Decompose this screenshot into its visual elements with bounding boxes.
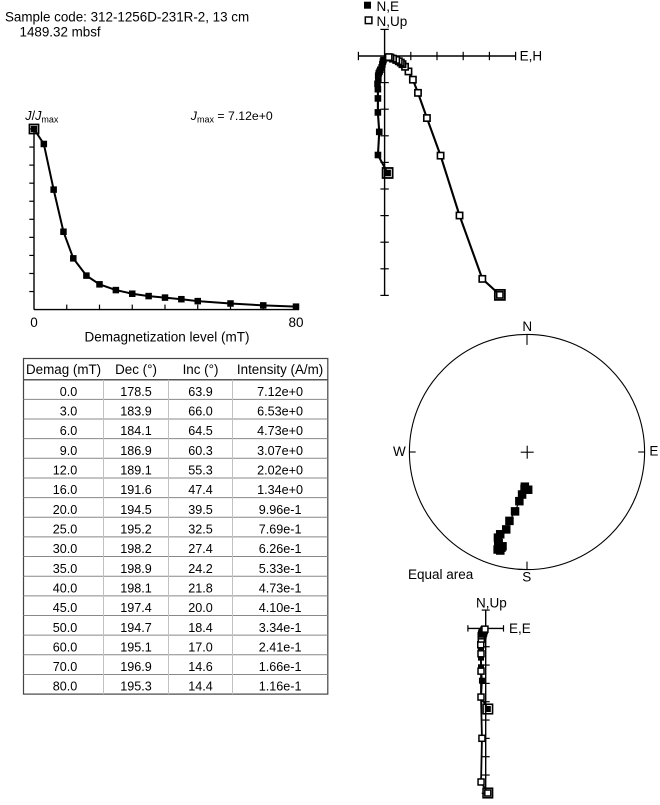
svg-text:64.5: 64.5: [188, 424, 213, 438]
svg-text:7.69e-1: 7.69e-1: [259, 523, 302, 537]
svg-text:12.0: 12.0: [53, 464, 78, 478]
svg-text:7.12e+0: 7.12e+0: [257, 385, 303, 399]
svg-text:Demagnetization level (mT): Demagnetization level (mT): [84, 330, 249, 345]
svg-text:198.9: 198.9: [120, 562, 152, 576]
svg-text:6.0: 6.0: [60, 424, 78, 438]
svg-text:0.0: 0.0: [60, 385, 78, 399]
svg-text:21.8: 21.8: [188, 581, 213, 595]
svg-text:E,H: E,H: [520, 49, 543, 64]
svg-text:3.07e+0: 3.07e+0: [257, 444, 303, 458]
svg-text:60.3: 60.3: [188, 444, 213, 458]
svg-text:66.0: 66.0: [188, 405, 213, 419]
svg-text:Inc (°): Inc (°): [183, 362, 219, 377]
svg-text:14.6: 14.6: [188, 660, 213, 674]
svg-text:5.33e-1: 5.33e-1: [259, 562, 302, 576]
svg-text:14.4: 14.4: [188, 680, 213, 694]
svg-text:186.9: 186.9: [120, 444, 152, 458]
svg-text:45.0: 45.0: [53, 601, 78, 615]
svg-text:197.4: 197.4: [120, 601, 152, 615]
svg-text:4.73e+0: 4.73e+0: [257, 424, 303, 438]
svg-text:55.3: 55.3: [188, 464, 213, 478]
svg-text:198.2: 198.2: [120, 542, 152, 556]
svg-text:N,Up: N,Up: [377, 14, 408, 29]
svg-text:Equal area: Equal area: [408, 567, 474, 582]
svg-text:63.9: 63.9: [188, 385, 213, 399]
svg-text:E: E: [649, 444, 658, 459]
svg-text:20.0: 20.0: [53, 503, 78, 517]
svg-text:N,E: N,E: [377, 0, 400, 14]
svg-text:47.4: 47.4: [188, 483, 213, 497]
svg-text:24.2: 24.2: [188, 562, 213, 576]
svg-text:Demag (mT): Demag (mT): [26, 362, 101, 377]
svg-text:27.4: 27.4: [188, 542, 213, 556]
svg-text:80.0: 80.0: [53, 680, 78, 694]
svg-text:W: W: [393, 444, 406, 459]
svg-text:9.96e-1: 9.96e-1: [259, 503, 302, 517]
svg-text:6.53e+0: 6.53e+0: [257, 405, 303, 419]
svg-text:N: N: [522, 319, 532, 334]
svg-text:70.0: 70.0: [53, 660, 78, 674]
svg-text:16.0: 16.0: [53, 483, 78, 497]
svg-text:3.0: 3.0: [60, 405, 78, 419]
svg-text:Sample code: 312-1256D-231R-2,: Sample code: 312-1256D-231R-2, 13 cm: [5, 9, 249, 24]
svg-text:2.02e+0: 2.02e+0: [257, 464, 303, 478]
svg-text:18.4: 18.4: [188, 621, 213, 635]
svg-text:60.0: 60.0: [53, 640, 78, 654]
svg-text:Dec (°): Dec (°): [115, 362, 157, 377]
svg-text:N,Up: N,Up: [476, 596, 507, 611]
svg-text:1.16e-1: 1.16e-1: [259, 680, 302, 694]
svg-text:198.1: 198.1: [120, 581, 152, 595]
svg-text:E,E: E,E: [509, 621, 531, 636]
svg-text:50.0: 50.0: [53, 621, 78, 635]
svg-text:6.26e-1: 6.26e-1: [259, 542, 302, 556]
svg-text:194.5: 194.5: [120, 503, 152, 517]
svg-text:184.1: 184.1: [120, 424, 152, 438]
svg-text:17.0: 17.0: [188, 640, 213, 654]
svg-text:32.5: 32.5: [188, 523, 213, 537]
svg-text:3.34e-1: 3.34e-1: [259, 621, 302, 635]
svg-text:Jmax = 7.12e+0: Jmax = 7.12e+0: [190, 109, 273, 125]
svg-text:20.0: 20.0: [188, 601, 213, 615]
svg-text:196.9: 196.9: [120, 660, 152, 674]
svg-text:0: 0: [30, 315, 38, 330]
svg-text:195.3: 195.3: [120, 680, 152, 694]
svg-text:30.0: 30.0: [53, 542, 78, 556]
svg-text:1489.32 mbsf: 1489.32 mbsf: [20, 25, 101, 40]
svg-text:25.0: 25.0: [53, 523, 78, 537]
svg-text:178.5: 178.5: [120, 385, 152, 399]
svg-text:2.41e-1: 2.41e-1: [259, 640, 302, 654]
svg-text:35.0: 35.0: [53, 562, 78, 576]
svg-text:195.2: 195.2: [120, 523, 152, 537]
svg-text:195.1: 195.1: [120, 640, 152, 654]
svg-text:9.0: 9.0: [60, 444, 78, 458]
svg-text:40.0: 40.0: [53, 581, 78, 595]
svg-text:194.7: 194.7: [120, 621, 152, 635]
svg-text:39.5: 39.5: [188, 503, 213, 517]
svg-text:4.10e-1: 4.10e-1: [259, 601, 302, 615]
svg-text:S: S: [522, 569, 531, 584]
svg-text:191.6: 191.6: [120, 483, 152, 497]
svg-text:1.66e-1: 1.66e-1: [259, 660, 302, 674]
svg-text:183.9: 183.9: [120, 405, 152, 419]
svg-text:1.34e+0: 1.34e+0: [257, 483, 303, 497]
svg-text:189.1: 189.1: [120, 464, 152, 478]
svg-text:80: 80: [288, 315, 303, 330]
svg-text:Intensity (A/m): Intensity (A/m): [237, 362, 323, 377]
svg-text:4.73e-1: 4.73e-1: [259, 581, 302, 595]
